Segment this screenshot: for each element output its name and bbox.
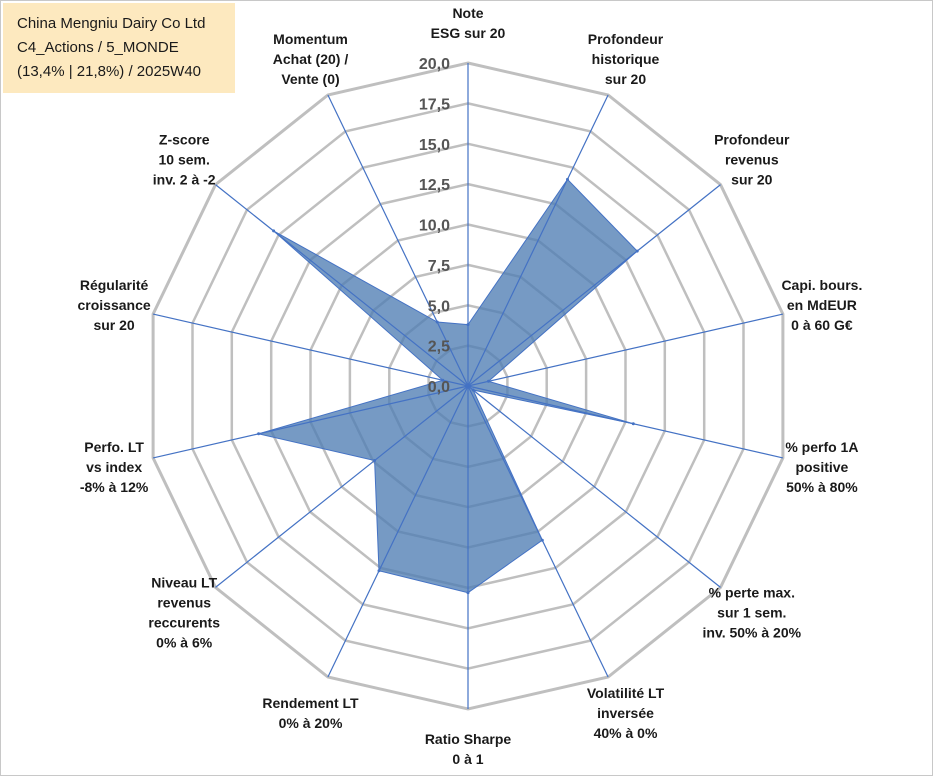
axis-label-3: Capi. bours. en MdEUR 0 à 60 G€ xyxy=(781,277,862,333)
axis-label-2: Profondeur revenus sur 20 xyxy=(714,132,790,188)
axis-label-4-line-2: 50% à 80% xyxy=(786,479,858,495)
axis-label-0: Note ESG sur 20 xyxy=(431,5,506,41)
tick-label-3: 7,5 xyxy=(428,258,450,275)
spoke-2 xyxy=(467,184,721,387)
title-category: C4_Actions / 5_MONDE xyxy=(17,39,179,56)
axis-label-10-line-0: Perfo. LT xyxy=(84,439,144,455)
tick-label-2: 5,0 xyxy=(428,298,450,315)
axis-label-2-line-0: Profondeur xyxy=(714,132,790,148)
axis-label-11-line-0: Régularité xyxy=(80,277,149,293)
axis-label-6-line-2: 40% à 0% xyxy=(594,725,658,741)
axis-label-5-line-2: inv. 50% à 20% xyxy=(703,624,802,640)
axis-label-4: % perfo 1A positive 50% à 80% xyxy=(785,439,858,495)
axis-label-9-line-1: revenus xyxy=(157,594,211,610)
axis-label-6-line-0: Volatilité LT xyxy=(587,685,665,701)
axis-label-13: Momentum Achat (20) / Vente (0) xyxy=(273,31,349,87)
axis-label-11-line-2: sur 20 xyxy=(93,317,134,333)
axis-label-12-line-1: 10 sem. xyxy=(159,152,210,168)
radar-axis-labels: Note ESG sur 20 Profondeur historique sur 20… xyxy=(78,5,863,767)
tick-label-7: 17,5 xyxy=(419,96,450,113)
axis-label-10-line-2: -8% à 12% xyxy=(80,479,149,495)
tick-label-8: 20,0 xyxy=(419,56,450,73)
axis-label-6-line-1: inversée xyxy=(597,705,654,721)
axis-label-11: Régularité croissance sur 20 xyxy=(78,277,151,333)
axis-label-3-line-2: 0 à 60 G€ xyxy=(791,317,853,333)
spoke-4 xyxy=(467,385,784,459)
axis-label-12-line-2: inv. 2 à -2 xyxy=(153,172,216,188)
axis-label-0-line-1: ESG sur 20 xyxy=(431,25,506,41)
axis-label-7: Ratio Sharpe 0 à 1 xyxy=(425,731,512,767)
title-stats: (13,4% | 21,8%) / 2025W40 xyxy=(17,63,201,80)
axis-label-12-line-0: Z-score xyxy=(159,132,210,148)
tick-label-1: 2,5 xyxy=(428,339,450,356)
axis-label-2-line-2: sur 20 xyxy=(731,172,772,188)
axis-label-8-line-1: 0% à 20% xyxy=(279,715,343,731)
spoke-12 xyxy=(215,184,469,387)
spoke-3 xyxy=(467,313,784,387)
axis-label-12: Z-score 10 sem. inv. 2 à -2 xyxy=(153,132,216,188)
axis-label-4-line-1: positive xyxy=(795,459,848,475)
title-company: China Mengniu Dairy Co Ltd xyxy=(17,15,206,32)
axis-label-13-line-1: Achat (20) / xyxy=(273,51,349,67)
axis-label-9-line-0: Niveau LT xyxy=(151,574,217,590)
tick-label-4: 10,0 xyxy=(419,218,450,235)
axis-label-5-line-1: sur 1 sem. xyxy=(717,604,786,620)
axis-label-5-line-0: % perte max. xyxy=(709,584,795,600)
tick-label-5: 12,5 xyxy=(419,177,450,194)
tick-label-0: 0,0 xyxy=(428,379,450,396)
axis-label-11-line-1: croissance xyxy=(78,297,151,313)
axis-label-13-line-0: Momentum xyxy=(273,31,348,47)
axis-label-8: Rendement LT 0% à 20% xyxy=(262,695,359,731)
spoke-6 xyxy=(467,385,609,678)
axis-label-2-line-1: revenus xyxy=(725,152,779,168)
spoke-1 xyxy=(467,94,609,387)
radar-spokes xyxy=(152,63,784,709)
radar-tick-labels: 0,0 2,5 5,0 7,5 10,0 12,5 15,0 17,5 20,0 xyxy=(419,56,450,396)
spoke-8 xyxy=(327,385,469,678)
tick-label-6: 15,0 xyxy=(419,137,450,154)
spoke-13 xyxy=(327,94,469,387)
axis-label-3-line-1: en MdEUR xyxy=(787,297,857,313)
axis-label-10: Perfo. LT vs index -8% à 12% xyxy=(80,439,149,495)
axis-label-3-line-0: Capi. bours. xyxy=(781,277,862,293)
axis-label-10-line-1: vs index xyxy=(86,459,142,475)
axis-label-4-line-0: % perfo 1A xyxy=(785,439,858,455)
axis-label-9-line-3: 0% à 6% xyxy=(156,634,213,650)
axis-label-1: Profondeur historique sur 20 xyxy=(588,31,664,87)
spoke-11 xyxy=(152,313,469,387)
spoke-5 xyxy=(467,385,721,588)
axis-label-0-line-0: Note xyxy=(452,5,483,21)
axis-label-5: % perte max. sur 1 sem. inv. 50% à 20% xyxy=(703,584,802,640)
axis-label-1-line-0: Profondeur xyxy=(588,31,664,47)
spoke-10 xyxy=(152,385,469,459)
axis-label-9-line-2: reccurents xyxy=(148,614,220,630)
spoke-9 xyxy=(215,385,469,588)
chart-title-box: China Mengniu Dairy Co Ltd C4_Actions / … xyxy=(3,3,235,93)
axis-label-8-line-0: Rendement LT xyxy=(262,695,359,711)
axis-label-9: Niveau LT revenus reccurents 0% à 6% xyxy=(148,574,220,650)
axis-label-7-line-1: 0 à 1 xyxy=(452,751,483,767)
axis-label-7-line-0: Ratio Sharpe xyxy=(425,731,512,747)
axis-label-13-line-2: Vente (0) xyxy=(281,71,339,87)
axis-label-1-line-1: historique xyxy=(592,51,660,67)
axis-label-6: Volatilité LT inversée 40% à 0% xyxy=(587,685,665,741)
axis-label-1-line-2: sur 20 xyxy=(605,71,646,87)
